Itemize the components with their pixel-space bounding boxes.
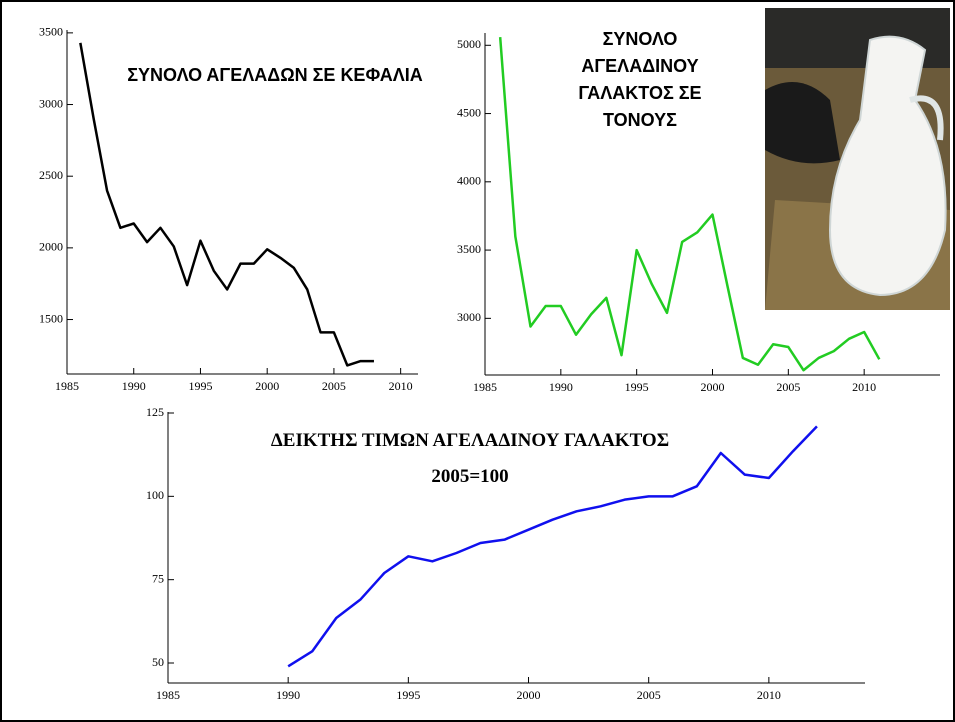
y-tick-label: 100 bbox=[146, 488, 164, 502]
x-tick-label: 2005 bbox=[322, 379, 346, 393]
y-tick-label: 3500 bbox=[39, 25, 63, 39]
x-tick-label: 2000 bbox=[255, 379, 279, 393]
data-line bbox=[498, 37, 881, 372]
chart-subtitle: 2005=100 bbox=[431, 466, 509, 487]
y-tick-label: 3000 bbox=[457, 310, 481, 324]
y-tick-label: 125 bbox=[146, 405, 164, 419]
y-tick-label: 4000 bbox=[457, 174, 481, 188]
data-line bbox=[287, 425, 818, 668]
y-tick-label: 5000 bbox=[457, 37, 481, 51]
x-tick-label: 1985 bbox=[156, 688, 180, 702]
x-tick-label: 2000 bbox=[517, 688, 541, 702]
x-tick-label: 1990 bbox=[276, 688, 300, 702]
milk-photo bbox=[765, 8, 950, 310]
y-tick-label: 75 bbox=[152, 571, 164, 585]
x-tick-label: 1985 bbox=[473, 380, 497, 394]
x-tick-label: 2005 bbox=[776, 380, 800, 394]
x-tick-label: 1990 bbox=[122, 379, 146, 393]
x-tick-label: 2000 bbox=[701, 380, 725, 394]
chart-title: ΔΕΙΚΤΗΣ ΤΙΜΩΝ ΑΓΕΛΑΔΙΝΟΥ ΓΑΛΑΚΤΟΣ bbox=[270, 430, 670, 451]
x-tick-label: 2010 bbox=[852, 380, 876, 394]
y-tick-label: 1500 bbox=[39, 311, 63, 325]
x-tick-label: 1995 bbox=[188, 379, 212, 393]
data-line bbox=[79, 42, 374, 367]
y-tick-label: 50 bbox=[152, 655, 164, 669]
chart-title: ΣΥΝΟΛΟ ΑΓΕΛΑΔΩΝ ΣΕ ΚΕΦΑΛΙΑ bbox=[127, 65, 423, 85]
x-tick-label: 1995 bbox=[625, 380, 649, 394]
x-tick-label: 1985 bbox=[55, 379, 79, 393]
y-tick-label: 2500 bbox=[39, 168, 63, 182]
x-tick-label: 2010 bbox=[757, 688, 781, 702]
y-tick-label: 3500 bbox=[457, 242, 481, 256]
y-tick-label: 3000 bbox=[39, 96, 63, 110]
y-tick-label: 4500 bbox=[457, 105, 481, 119]
chart-title: ΣΥΝΟΛΟ ΑΓΕΛΑΔΙΝΟΥ ΓΑΛΑΚΤΟΣ ΣΕ ΤΟΝΟΥΣ bbox=[578, 29, 702, 130]
x-tick-label: 1990 bbox=[549, 380, 573, 394]
x-tick-label: 2005 bbox=[637, 688, 661, 702]
x-tick-label: 1995 bbox=[396, 688, 420, 702]
y-tick-label: 2000 bbox=[39, 240, 63, 254]
x-tick-label: 2010 bbox=[389, 379, 413, 393]
